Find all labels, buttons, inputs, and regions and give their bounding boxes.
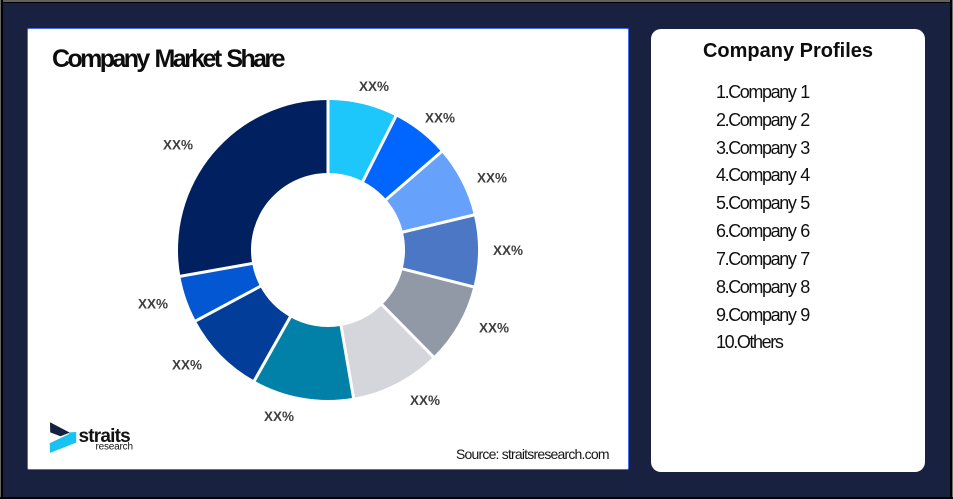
svg-text:XX%: XX% xyxy=(138,297,168,312)
svg-text:straits: straits xyxy=(79,426,131,447)
svg-text:XX%: XX% xyxy=(479,320,509,335)
svg-text:XX%: XX% xyxy=(163,137,193,152)
svg-text:XX%: XX% xyxy=(359,79,389,94)
svg-text:XX%: XX% xyxy=(410,393,440,408)
svg-text:XX%: XX% xyxy=(493,243,523,258)
svg-text:XX%: XX% xyxy=(172,357,202,372)
svg-text:research: research xyxy=(96,442,133,453)
svg-text:XX%: XX% xyxy=(425,110,455,125)
svg-text:XX%: XX% xyxy=(477,171,507,186)
svg-text:XX%: XX% xyxy=(264,409,294,424)
